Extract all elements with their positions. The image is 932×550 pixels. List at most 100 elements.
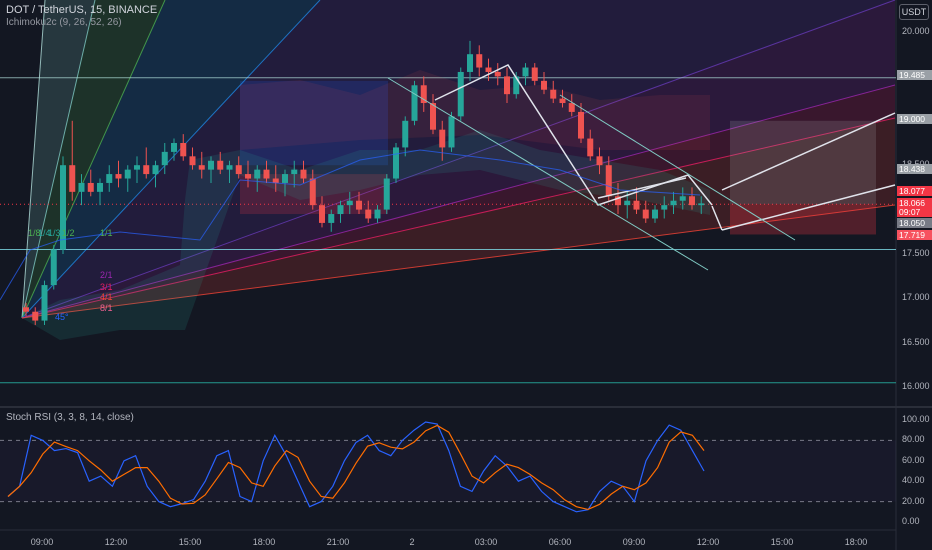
time-tick: 21:00 <box>326 537 350 547</box>
time-tick: 15:00 <box>770 537 794 547</box>
time-tick: 18:00 <box>252 537 276 547</box>
candle-body <box>439 129 446 148</box>
candle-body <box>578 111 584 139</box>
indicator-label[interactable]: Ichimoku2c (9, 26, 52, 26) <box>6 17 122 28</box>
candle-body <box>235 165 242 175</box>
candle-body <box>282 174 288 183</box>
stoch-d-line <box>7 424 705 511</box>
stoch-rsi-label[interactable]: Stoch RSI (3, 3, 8, 14, close) <box>6 412 134 423</box>
gann-label: 3/1 <box>100 282 113 292</box>
candle-body <box>189 156 196 166</box>
candle-body <box>559 98 566 104</box>
candle-body <box>383 178 390 210</box>
candle-body <box>356 200 362 210</box>
candle-body <box>291 169 298 175</box>
candle-body <box>124 169 131 179</box>
candle-body <box>596 156 603 166</box>
time-tick: 06:00 <box>548 537 572 547</box>
candle-body <box>587 138 594 157</box>
symbol-title: DOT / TetherUS, 15, BINANCE <box>6 4 158 16</box>
price-tick: 16.500 <box>902 336 930 347</box>
candle-body <box>97 182 103 192</box>
gann-label: 1/1 <box>100 228 113 238</box>
trend-line <box>387 77 709 271</box>
time-tick: 2 <box>409 537 415 547</box>
candle-body <box>263 169 270 179</box>
candle-body <box>689 196 695 206</box>
candle-body <box>531 67 538 81</box>
candle-body <box>309 178 316 206</box>
candle-body <box>670 200 677 206</box>
rsi-tick: 0.00 <box>902 516 920 526</box>
candle-body <box>522 67 529 77</box>
ichimoku-cloud <box>22 130 710 340</box>
gann-fan-line <box>21 0 46 319</box>
projection-line <box>721 184 896 231</box>
price-tick: 17.500 <box>902 248 930 258</box>
candle-body <box>661 205 668 210</box>
time-tick: 03:00 <box>474 537 498 547</box>
candle-body <box>272 178 279 183</box>
candle-body <box>430 103 436 130</box>
candle-body <box>254 169 261 179</box>
price-tick: 16.000 <box>902 381 930 392</box>
time-tick: 09:00 <box>622 537 646 547</box>
candle-body <box>457 71 464 117</box>
candle-body <box>467 54 473 72</box>
price-tag: 19.000 <box>897 114 932 124</box>
candle-body <box>23 307 29 312</box>
candle-body <box>633 200 640 210</box>
candle-body <box>568 103 575 112</box>
gann-label: 2/1 <box>100 270 113 280</box>
ichimoku-line <box>0 149 701 301</box>
price-tag: 18.066 <box>897 198 932 208</box>
candle-body <box>420 85 427 104</box>
price-tag: 18.077 <box>897 186 932 196</box>
candle-body <box>476 54 483 68</box>
candle-body <box>245 174 251 179</box>
candle-body <box>180 143 187 157</box>
candle-body <box>208 160 214 170</box>
candle-body <box>615 196 621 206</box>
projection-line <box>721 112 896 191</box>
candle-body <box>115 174 122 179</box>
candle-body <box>698 203 705 206</box>
candle-body <box>494 71 501 77</box>
price-tick: 20.000 <box>902 26 930 36</box>
candle-body <box>652 209 658 219</box>
candle-body <box>50 249 57 286</box>
time-tick: 12:00 <box>104 537 128 547</box>
candle-body <box>161 151 168 166</box>
rsi-tick: 60.00 <box>902 454 925 465</box>
gann-fan-line <box>21 117 896 319</box>
candle-body <box>41 285 48 321</box>
channel-line <box>597 177 687 199</box>
candle-body <box>402 120 409 148</box>
currency-button[interactable]: USDT <box>899 4 929 20</box>
candle-body <box>605 165 612 197</box>
rsi-tick: 100.00 <box>902 414 930 424</box>
time-tick: 12:00 <box>696 537 720 547</box>
ichimoku-cloud <box>240 70 710 150</box>
rsi-tick: 20.00 <box>902 495 925 506</box>
projection-line <box>711 205 723 231</box>
price-tick: 17.000 <box>902 292 930 303</box>
gann-fan-line <box>21 0 896 319</box>
rsi-tick: 80.00 <box>902 434 925 445</box>
candle-body <box>346 200 353 206</box>
candle-body <box>411 85 418 121</box>
rsi-tick: 40.00 <box>902 475 925 486</box>
candle-body <box>393 147 399 179</box>
candle-body <box>624 200 631 206</box>
gann-fan-line <box>21 0 96 319</box>
candle-body <box>374 209 381 219</box>
candle-body <box>198 165 205 170</box>
price-tag: 18.438 <box>897 164 932 174</box>
price-tag: 19.485 <box>897 70 932 80</box>
candle-body <box>485 67 492 72</box>
candle-body <box>365 209 372 219</box>
candle-body <box>69 165 76 192</box>
candle-body <box>679 196 686 201</box>
gann-label: 8/1 <box>100 303 113 313</box>
